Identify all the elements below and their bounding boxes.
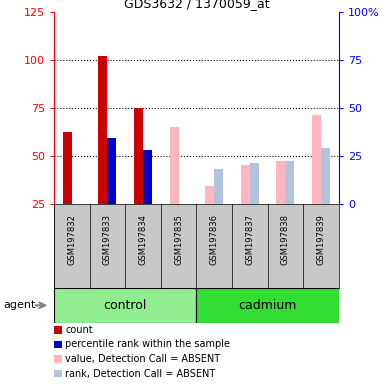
Text: cadmium: cadmium	[238, 299, 297, 312]
Bar	[321, 148, 330, 204]
Text: GSM197837: GSM197837	[245, 214, 254, 265]
Text: control: control	[104, 299, 147, 312]
Text: count: count	[65, 325, 93, 335]
Bar	[285, 161, 294, 204]
Bar	[143, 150, 152, 204]
Bar	[170, 127, 179, 204]
Text: value, Detection Call = ABSENT: value, Detection Call = ABSENT	[65, 354, 221, 364]
Text: GSM197832: GSM197832	[67, 214, 76, 265]
Bar	[276, 161, 285, 204]
Bar	[241, 165, 250, 204]
Text: rank, Detection Call = ABSENT: rank, Detection Call = ABSENT	[65, 369, 216, 379]
Text: agent: agent	[4, 300, 36, 310]
Text: GSM197838: GSM197838	[281, 214, 290, 265]
Bar	[54, 288, 196, 323]
Text: GSM197835: GSM197835	[174, 214, 183, 265]
Bar	[134, 108, 143, 204]
Title: GDS3632 / 1370059_at: GDS3632 / 1370059_at	[124, 0, 269, 10]
Bar	[205, 186, 214, 204]
Bar	[312, 115, 321, 204]
Text: GSM197836: GSM197836	[210, 214, 219, 265]
Text: GSM197839: GSM197839	[316, 214, 325, 265]
Text: percentile rank within the sample: percentile rank within the sample	[65, 339, 231, 349]
Bar	[196, 288, 339, 323]
Bar	[107, 138, 116, 204]
Bar	[99, 56, 107, 204]
Text: GSM197833: GSM197833	[103, 214, 112, 265]
Text: GSM197834: GSM197834	[139, 214, 147, 265]
Bar	[250, 163, 259, 204]
Bar	[214, 169, 223, 204]
Bar	[63, 132, 72, 204]
